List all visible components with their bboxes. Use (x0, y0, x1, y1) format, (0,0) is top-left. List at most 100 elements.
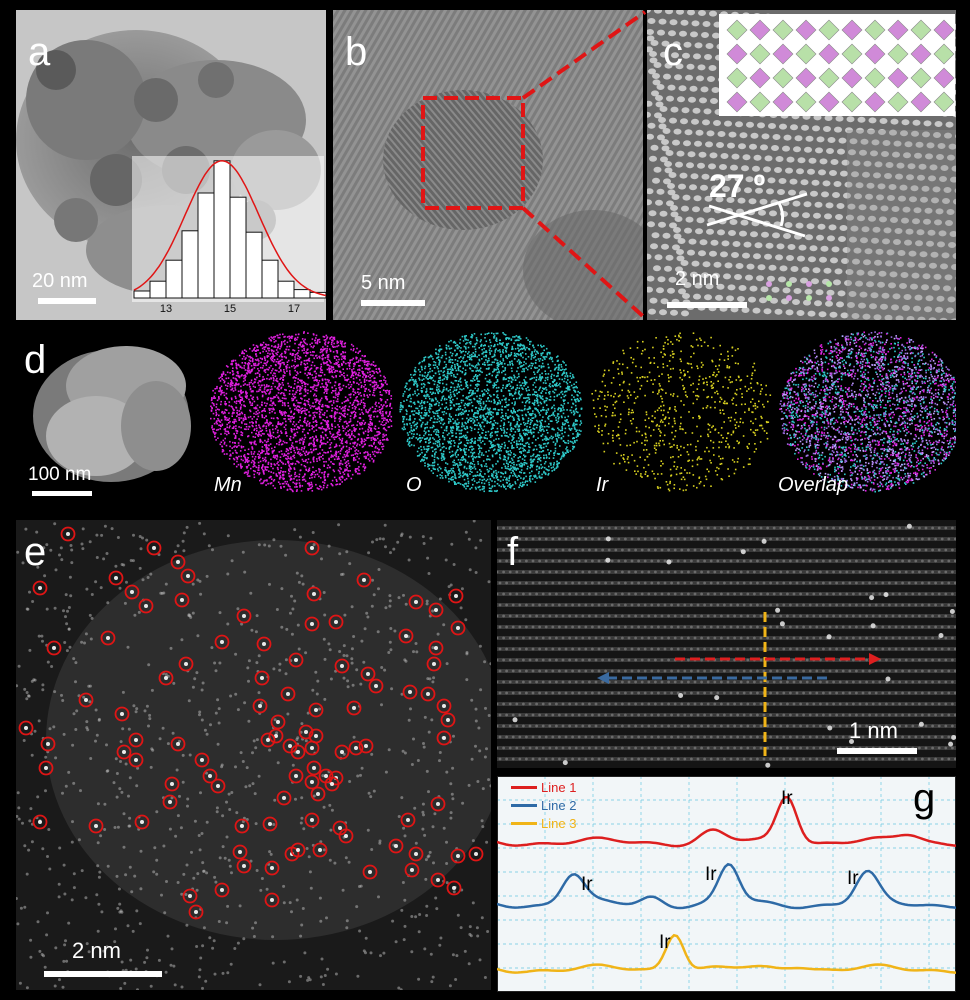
ir-atom-marker (158, 670, 174, 686)
ir-atom-marker (124, 584, 140, 600)
scale-bar-d-label: 100 nm (28, 464, 92, 485)
scale-bar-e-label: 2 nm (72, 938, 121, 963)
ir-atom-marker (214, 634, 230, 650)
ir-atom-marker (398, 628, 414, 644)
angle-label: 27 º (709, 168, 766, 204)
legend-line1-swatch (511, 785, 537, 789)
ir-atom-marker (232, 844, 248, 860)
peak-label-ir-line2-b: Ir (705, 864, 717, 885)
ir-atom-marker (420, 686, 436, 702)
ir-atom-marker (428, 602, 444, 618)
panel-b-label: b (345, 30, 368, 74)
histogram-tick-label: 15 (224, 303, 236, 315)
ir-atom-marker (252, 698, 268, 714)
histogram-tick-label: 13 (160, 303, 172, 315)
line-profile-markers (597, 612, 881, 756)
ir-atom-marker (134, 814, 150, 830)
legend-line3-swatch (511, 821, 537, 825)
legend-line3: Line 3 (511, 814, 576, 832)
ir-atom-marker (356, 572, 372, 588)
ir-atom-marker (310, 786, 326, 802)
line2-profile (497, 862, 956, 910)
ir-atom-marker (328, 614, 344, 630)
ir-atom-marker (162, 794, 178, 810)
eds-map-ir (591, 332, 772, 492)
ir-atom-marker (128, 732, 144, 748)
line3-profile (497, 933, 956, 974)
ir-atom-marker (78, 692, 94, 708)
ir-atom-marker (170, 736, 186, 752)
peak-label-ir-line3: Ir (659, 932, 671, 953)
panel-g-label: g (913, 776, 936, 820)
panel-f-label: f (507, 530, 519, 574)
ir-atom-marker (180, 568, 196, 584)
ir-atom-marker (138, 598, 154, 614)
ir-atom-marker (60, 526, 76, 542)
map-label-mn: Mn (214, 474, 242, 496)
ir-atom-marker (236, 608, 252, 624)
ir-atom-marker (304, 540, 320, 556)
ir-atom-marker (368, 678, 384, 694)
eds-map-mn (210, 331, 393, 493)
ir-atom-marker (448, 588, 464, 604)
ir-atom-marker (264, 892, 280, 908)
ir-atom-marker (400, 812, 416, 828)
ir-atom-marker (182, 888, 198, 904)
map-label-overlap: Overlap (778, 474, 849, 496)
peak-label-ir-line2-c: Ir (847, 868, 859, 889)
ir-atom-marker (324, 776, 340, 792)
panel-d-eds-maps (33, 331, 956, 493)
ir-atom-marker (304, 812, 320, 828)
ir-atom-marker (236, 858, 252, 874)
zoom-lines (521, 10, 647, 320)
ir-atom-marker (32, 580, 48, 596)
ir-atom-marker (290, 744, 306, 760)
ir-atom-marker (312, 842, 328, 858)
size-distribution-histogram: 13 15 17 (132, 156, 326, 315)
ir-atom-marker (262, 816, 278, 832)
line1-profile (497, 796, 956, 848)
ir-atom-marker (88, 818, 104, 834)
ir-atom-marker (298, 724, 314, 740)
panel-a: a 13 15 17 20 nm (16, 10, 326, 320)
ir-atom-marker (468, 846, 484, 862)
scale-bar-f-label: 1 nm (849, 718, 898, 743)
ir-atom-marker (264, 860, 280, 876)
scale-bar-b-label: 5 nm (361, 272, 406, 294)
ir-atom-marker (436, 730, 452, 746)
panel-a-label: a (28, 30, 51, 74)
ir-atom-marker (280, 686, 296, 702)
angle-lines (706, 192, 808, 238)
ir-atom-marker (308, 702, 324, 718)
ir-atom-marker (408, 846, 424, 862)
plot-frame (497, 776, 956, 992)
ir-atom-marker (334, 658, 350, 674)
ir-atom-marker (214, 882, 230, 898)
legend-line1-label: Line 1 (541, 779, 577, 795)
ir-atom-marker (306, 586, 322, 602)
ir-atom-marker (288, 768, 304, 784)
histogram-tick-label: 17 (288, 303, 300, 315)
scale-bar-c-label: 2 nm (675, 268, 720, 290)
legend-line3-label: Line 3 (541, 815, 577, 831)
panel-e-label: e (24, 530, 47, 574)
ir-atom-marker (446, 880, 462, 896)
ir-atom-marker (32, 814, 48, 830)
ir-atom-marker (304, 616, 320, 632)
legend-line2: Line 2 (511, 796, 576, 814)
ir-atom-marker (358, 738, 374, 754)
ir-atom-marker (276, 790, 292, 806)
ir-atom-marker (430, 872, 446, 888)
map-label-o: O (406, 474, 422, 496)
eds-map-o (399, 332, 583, 493)
ir-atom-marker (404, 862, 420, 878)
ir-atom-marker (426, 656, 442, 672)
ir-atom-marker (306, 760, 322, 776)
ir-atom-marker (388, 838, 404, 854)
ir-atom-marker (408, 594, 424, 610)
ir-atom-marker (450, 620, 466, 636)
panel-c: c 27 º 2 nm (647, 10, 956, 320)
ir-atom-marker (194, 752, 210, 768)
ir-atom-marker (360, 666, 376, 682)
panel-e-haadf-image (16, 520, 491, 990)
